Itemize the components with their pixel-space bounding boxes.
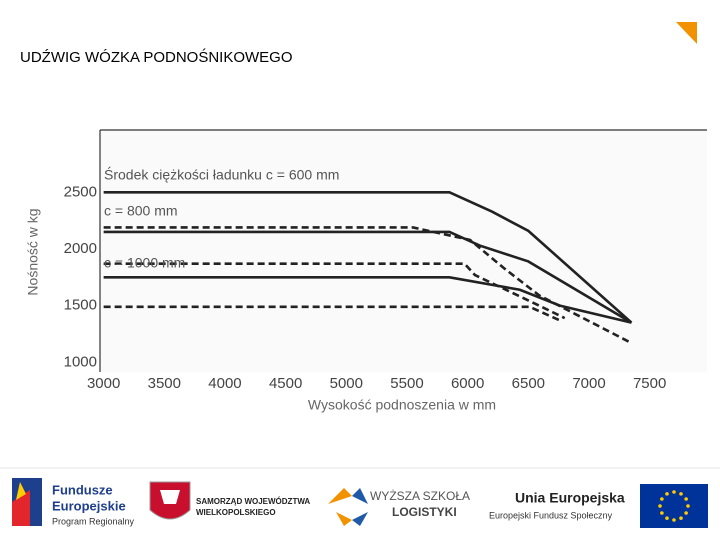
y-tick-label: 2000: [64, 240, 97, 257]
footer-text: Program Regionalny: [52, 516, 135, 526]
annotation: c = 800 mm: [104, 203, 178, 219]
series-line: [103, 191, 633, 324]
eu-star: [686, 504, 690, 508]
series-line: [103, 262, 566, 320]
eu-star: [679, 516, 683, 520]
x-tick-label: 6000: [451, 375, 484, 392]
y-tick-label: 1500: [64, 297, 97, 314]
x-tick-label: 4000: [208, 375, 241, 392]
crest: [160, 490, 180, 504]
series-line: [103, 226, 633, 345]
eu-star: [679, 492, 683, 496]
y-axis-label: Nośność w kg: [25, 208, 41, 295]
footer-text: WIELKOPOLSKIEGO: [196, 508, 276, 517]
eu-star: [658, 504, 662, 508]
eu-star: [660, 511, 664, 515]
x-tick-label: 3500: [148, 375, 181, 392]
footer-text: WYŻSZA SZKOŁA: [370, 489, 470, 503]
eu-star: [684, 497, 688, 501]
x-axis-label: Wysokość podnoszenia w mm: [308, 397, 496, 413]
eu-star: [665, 516, 669, 520]
wsl-logo: [328, 488, 352, 504]
eu-star: [672, 518, 676, 522]
footer: Fundusze Europejskie Program Regionalny …: [0, 467, 720, 528]
x-tick-label: 7500: [633, 375, 666, 392]
annotation: c = 1000 mm: [104, 255, 185, 271]
eu-stars: [658, 490, 690, 522]
y-tick-label: 1000: [64, 353, 97, 370]
series-line: [103, 276, 632, 324]
slide-title: UDŹWIG WÓZKA PODNOŚNIKOWEGO: [20, 48, 293, 66]
eu-star: [665, 492, 669, 496]
chart: Nośność w kg Wysokość podnoszenia w mm 1…: [25, 129, 707, 413]
x-tick-label: 3000: [87, 375, 120, 392]
x-tick-label: 5500: [390, 375, 423, 392]
footer-text: Unia Europejska: [515, 490, 625, 506]
fe-logo: [16, 482, 26, 500]
x-tick-label: 5000: [330, 375, 363, 392]
plot-area: [100, 130, 707, 372]
wsl-logo: [352, 488, 368, 504]
eu-star: [684, 511, 688, 515]
wsl-logo: [336, 512, 352, 526]
y-tick-label: 2500: [64, 183, 97, 200]
wsl-logo: [352, 512, 368, 526]
x-tick-label: 6500: [512, 375, 545, 392]
footer-text: Europejski Fundusz Społeczny: [489, 510, 613, 520]
footer-text: SAMORZĄD WOJEWÓDZTWA: [196, 497, 310, 506]
footer-text: Fundusze: [52, 482, 113, 497]
eu-star: [660, 497, 664, 501]
footer-text: Europejskie: [52, 498, 126, 513]
series-line: [103, 230, 633, 324]
eu-star: [672, 490, 676, 494]
corner-mark: [676, 22, 697, 44]
annotation: Środek ciężkości ładunku c = 600 mm: [104, 166, 339, 183]
x-tick-label: 7000: [572, 375, 605, 392]
x-tick-label: 4500: [269, 375, 302, 392]
footer-text: LOGISTYKI: [392, 505, 457, 519]
